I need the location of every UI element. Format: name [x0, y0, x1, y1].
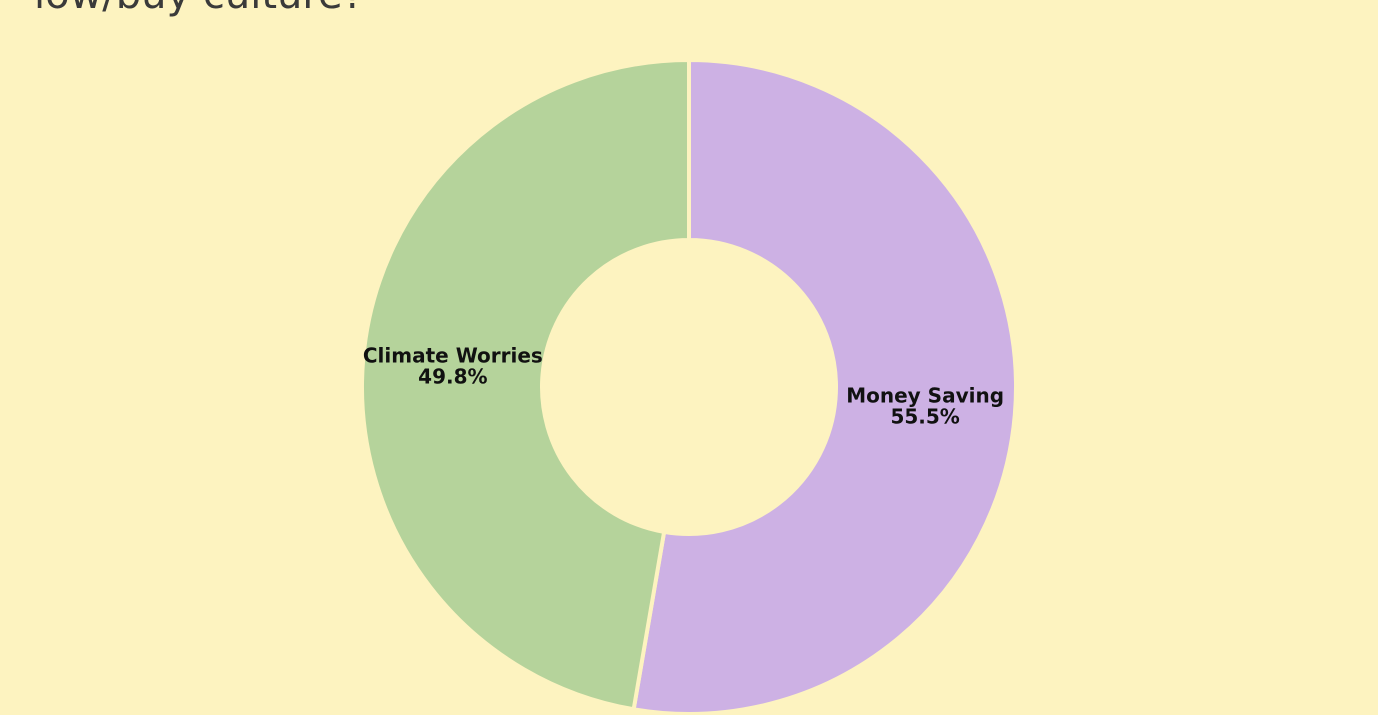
- slice-name: Climate Worries: [363, 343, 543, 367]
- slice-value-label: 55.5%: [890, 405, 959, 429]
- donut-slice: [631, 58, 1018, 715]
- slice-value-label: 49.8%: [418, 364, 487, 388]
- slice-name: Money Saving: [846, 384, 1004, 408]
- chart-title: low/buy culture?: [34, 0, 364, 18]
- donut-slice: [360, 58, 691, 712]
